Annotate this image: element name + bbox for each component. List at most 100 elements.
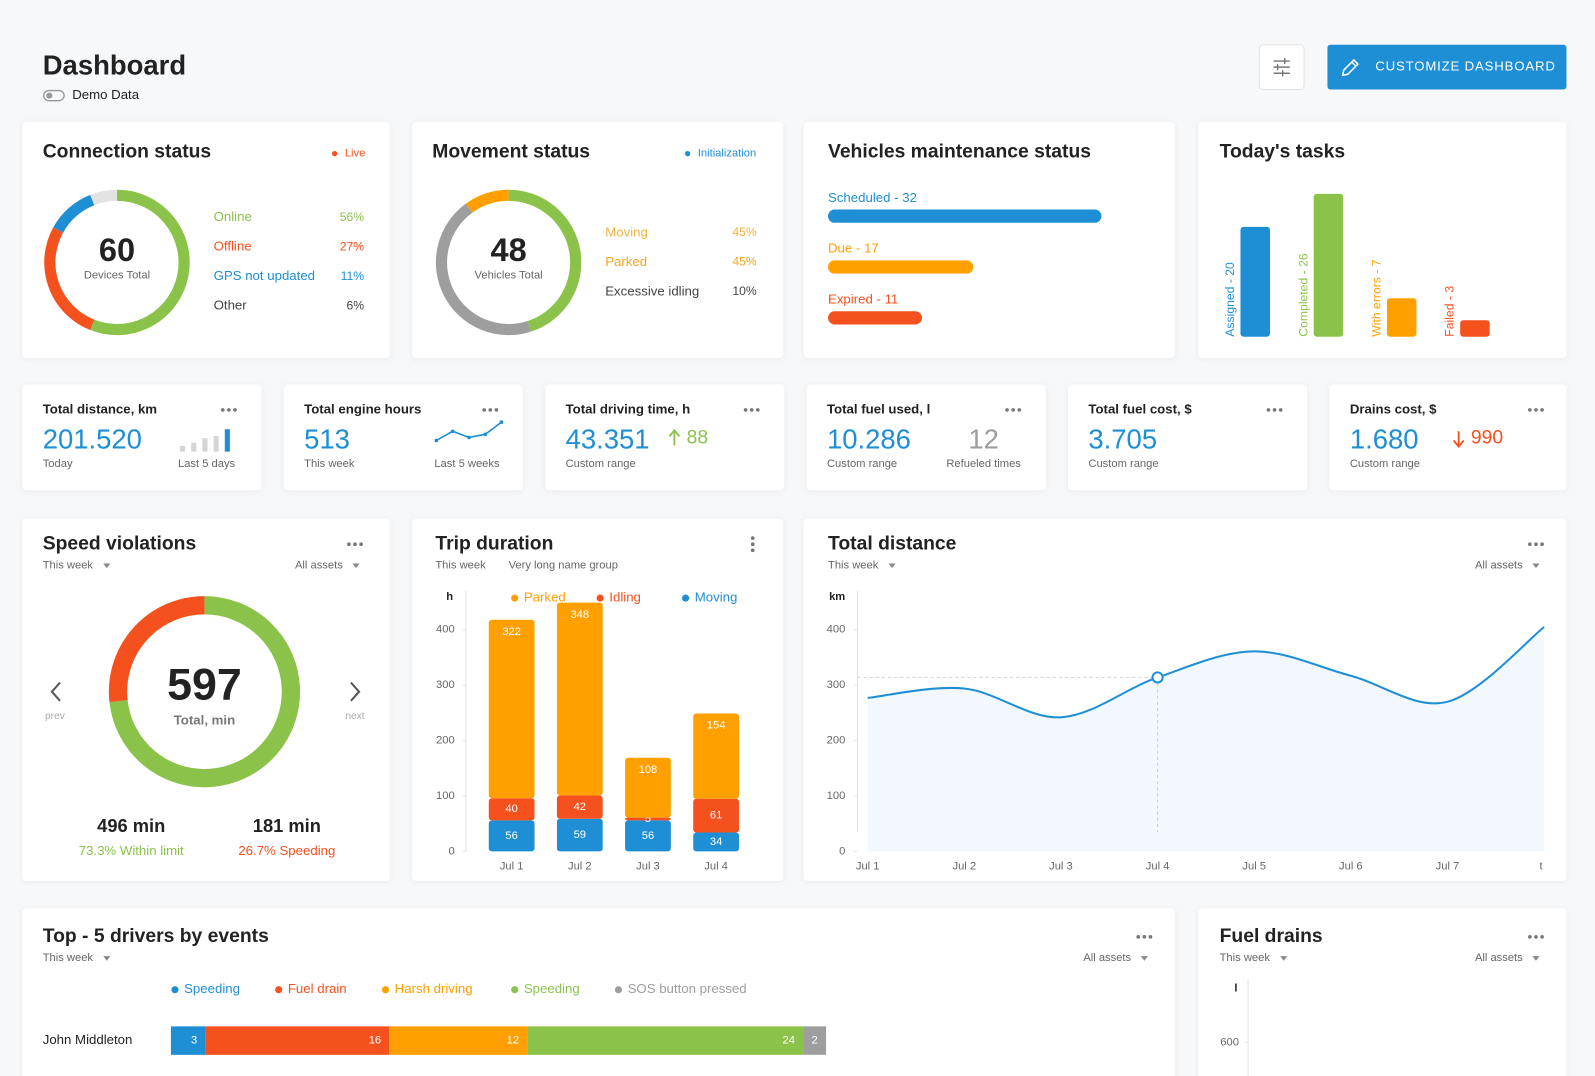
y-tick-label: 200 [827, 735, 846, 747]
card-title: Speed violations [43, 533, 196, 554]
legend-dot [275, 986, 283, 994]
segment-value: 181 min [253, 815, 321, 836]
menu-dot [743, 408, 748, 412]
toggle[interactable] [43, 89, 65, 102]
y-tick-label: 0 [839, 845, 845, 857]
prev-label: prev [45, 711, 66, 722]
y-tick-label: 400 [827, 624, 846, 636]
dropdown-caret[interactable] [888, 563, 896, 569]
donut-segment [508, 189, 582, 332]
data-label: 42 [574, 801, 586, 813]
kpi-value: 513 [304, 424, 350, 455]
pencil-icon [1341, 58, 1360, 77]
menu-dot [220, 408, 225, 412]
donut-segment [109, 596, 301, 788]
menu-button[interactable] [1528, 935, 1544, 939]
menu-dot [749, 408, 754, 412]
dropdown-caret[interactable] [352, 563, 360, 569]
bar [828, 209, 1102, 223]
data-label: 348 [570, 609, 589, 621]
filter-icon [1273, 57, 1290, 77]
donut-segment [90, 189, 118, 206]
kpi-value: 3.705 [1088, 424, 1157, 455]
data-label: 3 [191, 1035, 197, 1047]
y-tick-label: 100 [827, 790, 846, 802]
bar-segment [556, 795, 603, 819]
donut-total-label: Devices Total [84, 270, 150, 282]
data-label: 2 [811, 1035, 817, 1047]
menu-dot [1540, 542, 1544, 547]
menu-button[interactable] [347, 542, 363, 547]
y-axis-label: h [446, 591, 453, 603]
menu-dot [1272, 408, 1277, 412]
card [283, 384, 523, 491]
donut-segment [465, 189, 509, 213]
card-title: Top - 5 drivers by events [43, 926, 269, 947]
dropdown-caret[interactable] [1532, 563, 1540, 569]
assets-filter: All assets [1475, 952, 1523, 964]
menu-dot [227, 408, 231, 412]
menu-button[interactable] [743, 408, 760, 412]
legend-name: Other [214, 298, 248, 313]
highlight-point [1151, 671, 1164, 684]
next-arrow[interactable] [350, 681, 361, 702]
menu-button[interactable] [1136, 935, 1153, 939]
card [411, 122, 784, 359]
prev-arrow[interactable] [50, 681, 61, 702]
menu-button[interactable] [1528, 408, 1544, 412]
menu-button[interactable] [482, 408, 499, 412]
x-tick-label: Jul 5 [1242, 861, 1266, 873]
y-axis-label: km [829, 591, 845, 603]
donut-total: 48 [490, 232, 526, 268]
menu-dot [1017, 408, 1022, 412]
kpi-title: Drains cost, $ [1350, 401, 1437, 416]
bars: 56 40 322 59 42 348 56 5 108 34 61 154 [488, 602, 739, 852]
legend-label: Speeding [184, 981, 240, 996]
menu-dot [1528, 935, 1532, 939]
data-label: 56 [642, 830, 654, 842]
card-title: Today's tasks [1220, 142, 1346, 163]
trend-arrow [668, 428, 681, 446]
bar-label: Assigned - 20 [1223, 262, 1237, 337]
card-title: Total distance [828, 533, 957, 554]
dropdown-caret[interactable] [1140, 956, 1148, 961]
legend-value: 56% [340, 210, 365, 224]
x-tick-label: Jul 2 [568, 861, 592, 873]
menu-dot [1005, 408, 1009, 412]
customize-button[interactable] [1327, 44, 1567, 90]
menu-button[interactable] [1528, 542, 1544, 547]
bar-segment [693, 832, 739, 852]
dropdown-caret[interactable] [103, 563, 111, 569]
page-title: Dashboard [43, 49, 186, 80]
mini-bar [213, 435, 219, 452]
dropdown-caret[interactable] [1532, 956, 1540, 961]
donut-total: 60 [99, 232, 135, 268]
menu-button[interactable] [1005, 408, 1022, 412]
kpi-extra-caption: Last 5 days [178, 458, 236, 470]
x-tick-label: Jul 3 [1049, 861, 1073, 873]
x-axis-label: t [1540, 861, 1544, 873]
dropdown-caret[interactable] [103, 956, 111, 961]
card-title: Fuel drains [1220, 926, 1323, 947]
bar [828, 311, 922, 325]
data-label: 12 [507, 1035, 519, 1047]
kpi-delta: 990 [1471, 428, 1503, 449]
period: This week [828, 560, 879, 572]
menu-dot [1534, 408, 1538, 412]
donut-total-label: Vehicles Total [475, 270, 543, 282]
menu-button[interactable] [750, 536, 755, 553]
ring-total-label: Total, min [174, 713, 235, 728]
data-label: 61 [710, 810, 722, 822]
kpi-title: Total engine hours [304, 401, 421, 416]
menu-button[interactable] [1266, 408, 1283, 412]
legend-value: 6% [347, 298, 365, 312]
menu-dot [750, 548, 755, 553]
card-title: Movement status [432, 142, 590, 163]
menu-button[interactable] [220, 408, 237, 412]
menu-dot [1136, 935, 1141, 939]
card [1198, 122, 1567, 359]
dropdown-caret[interactable] [1280, 956, 1288, 961]
data-label: 59 [574, 829, 586, 841]
x-tick-label: Jul 4 [1146, 861, 1170, 873]
